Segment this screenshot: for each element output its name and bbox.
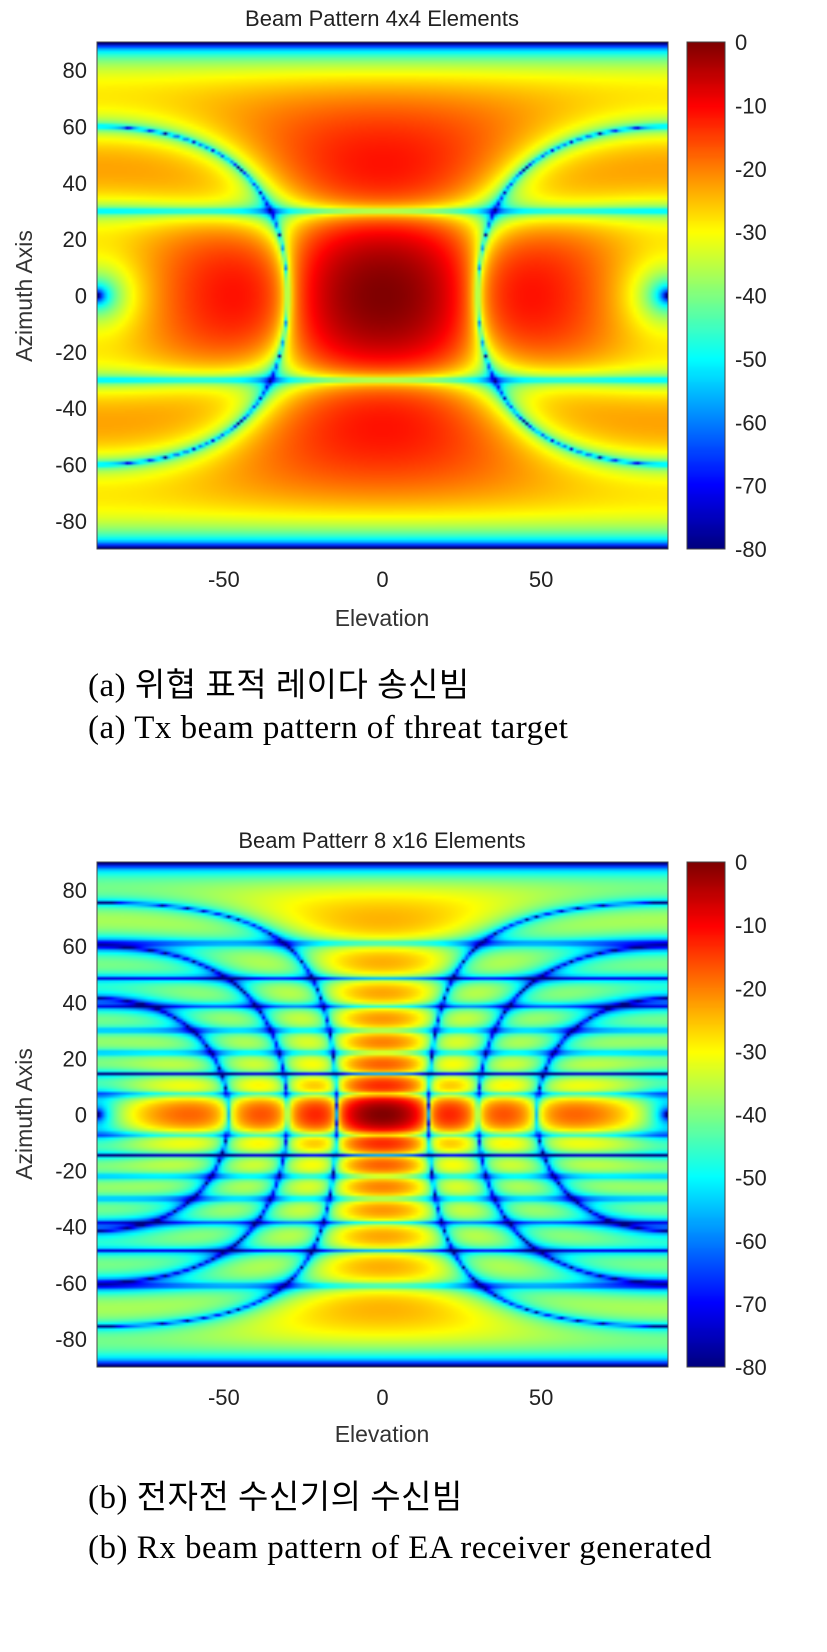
colorbar-tick-label: -20 bbox=[735, 157, 767, 182]
y-tick-label: -60 bbox=[55, 1271, 87, 1296]
x-tick-label: 50 bbox=[529, 1385, 553, 1410]
caption-korean: (b) 전자전 수신기의 수신빔 bbox=[88, 1480, 463, 1516]
y-tick-label: -80 bbox=[55, 1327, 87, 1352]
y-tick-label: 80 bbox=[63, 58, 87, 83]
colorbar-tick-label: -30 bbox=[735, 1039, 767, 1064]
y-tick-label: 60 bbox=[63, 115, 87, 140]
x-tick-label: 50 bbox=[529, 567, 553, 592]
y-tick-label: 20 bbox=[63, 227, 87, 252]
colorbar-tick-label: -40 bbox=[735, 284, 767, 309]
colorbar-tick-label: 0 bbox=[735, 850, 747, 875]
y-tick-label: 20 bbox=[63, 1046, 87, 1071]
x-tick-label: -50 bbox=[208, 1385, 240, 1410]
x-axis-label: Elevation bbox=[335, 1421, 430, 1447]
y-tick-label: -60 bbox=[55, 453, 87, 478]
chart-title: Beam Pattern 4x4 Elements bbox=[245, 6, 519, 31]
y-axis-label: Azimuth Axis bbox=[11, 1048, 37, 1180]
y-tick-label: 40 bbox=[63, 990, 87, 1015]
caption-english: (b) Rx beam pattern of EA receiver gener… bbox=[88, 1530, 712, 1566]
y-tick-label: -40 bbox=[55, 1215, 87, 1240]
heatmap-image bbox=[97, 42, 668, 549]
figure-b: Beam Patterr 8 x16 Elements 80 60 40 20 0 -20… bbox=[0, 828, 827, 1652]
plot-frame bbox=[96, 861, 669, 1368]
colorbar-tick-label: -10 bbox=[735, 913, 767, 938]
plot-frame bbox=[96, 41, 669, 550]
colorbar-tick-label: -80 bbox=[735, 1355, 767, 1380]
colorbar-tick-label: -40 bbox=[735, 1103, 767, 1128]
x-tick-label: 0 bbox=[376, 567, 388, 592]
colorbar-tick-label: 0 bbox=[735, 30, 747, 55]
colorbar-frame bbox=[686, 861, 726, 1368]
colorbar-tick-label: -70 bbox=[735, 474, 767, 499]
colorbar bbox=[687, 862, 725, 1367]
y-tick-label: 0 bbox=[75, 1103, 87, 1128]
colorbar-frame bbox=[686, 41, 726, 550]
colorbar-tick-label: -50 bbox=[735, 347, 767, 372]
y-tick-label: 0 bbox=[75, 284, 87, 309]
x-axis-label: Elevation bbox=[335, 605, 430, 631]
y-tick-label: 40 bbox=[63, 171, 87, 196]
colorbar-tick-label: -70 bbox=[735, 1292, 767, 1317]
y-tick-label: -80 bbox=[55, 509, 87, 534]
colorbar-tick-label: -80 bbox=[735, 537, 767, 562]
colorbar-tick-label: -50 bbox=[735, 1166, 767, 1191]
colorbar-tick-label: -60 bbox=[735, 410, 767, 435]
y-axis-label: Azimuth Axis bbox=[11, 230, 37, 362]
colorbar-tick-label: -20 bbox=[735, 976, 767, 1001]
caption-korean: (a) 위협 표적 레이다 송신빔 bbox=[88, 668, 470, 704]
y-tick-label: -20 bbox=[55, 340, 87, 365]
y-tick-label: 80 bbox=[63, 878, 87, 903]
y-tick-label: -20 bbox=[55, 1159, 87, 1184]
beam-pattern-chart-b: Beam Patterr 8 x16 Elements 80 60 40 20 0 -20… bbox=[11, 828, 767, 1447]
y-tick-label: -40 bbox=[55, 396, 87, 421]
y-tick-label: 60 bbox=[63, 934, 87, 959]
colorbar bbox=[687, 42, 725, 549]
x-tick-label: 0 bbox=[376, 1385, 388, 1410]
colorbar-tick-label: -30 bbox=[735, 220, 767, 245]
x-tick-label: -50 bbox=[208, 567, 240, 592]
colorbar-tick-label: -60 bbox=[735, 1229, 767, 1254]
figure-a: Beam Pattern 4x4 Elements 80 60 40 20 0 -20 -4… bbox=[11, 6, 767, 746]
colorbar-tick-label: -10 bbox=[735, 93, 767, 118]
chart-title: Beam Patterr 8 x16 Elements bbox=[238, 828, 525, 853]
heatmap-image bbox=[97, 862, 668, 1367]
beam-pattern-chart-a: Beam Pattern 4x4 Elements 80 60 40 20 0 -20 -4… bbox=[11, 6, 767, 631]
caption-english: (a) Tx beam pattern of threat target bbox=[88, 710, 569, 746]
